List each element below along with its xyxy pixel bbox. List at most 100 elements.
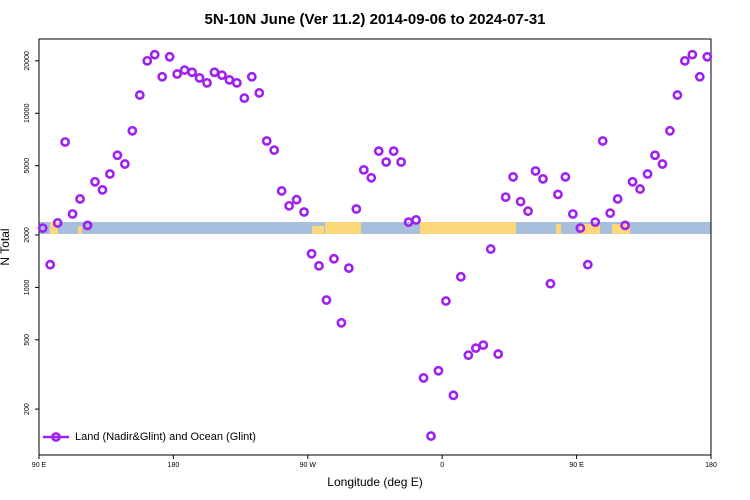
point (381, 157, 392, 167)
point (530, 166, 541, 176)
point (105, 169, 115, 179)
point (545, 278, 556, 289)
x-tick-label: 90 E (569, 462, 584, 469)
plot-frame (38, 38, 712, 456)
point (553, 189, 563, 200)
point (627, 176, 638, 187)
y-tick-label: 20000 (24, 51, 31, 71)
point (358, 164, 369, 175)
point (187, 67, 197, 78)
point (538, 173, 548, 184)
point (657, 159, 668, 169)
point (455, 271, 466, 282)
point (590, 217, 601, 228)
point (560, 172, 571, 182)
point (620, 220, 631, 231)
point (418, 373, 429, 383)
point (231, 77, 242, 88)
x-tick-label: 180 (705, 462, 717, 469)
y-tick-label: 10000 (24, 103, 31, 123)
point (679, 55, 690, 66)
point (179, 65, 190, 75)
point (567, 209, 578, 219)
point (306, 248, 317, 259)
point (209, 67, 220, 78)
point (60, 137, 71, 147)
point (515, 196, 526, 207)
point (702, 51, 713, 62)
point (142, 55, 153, 66)
point (90, 176, 100, 187)
point (426, 431, 436, 441)
legend-label: Land (Nadir&Glint) and Ocean (Glint) (75, 431, 256, 443)
point (523, 206, 533, 217)
point (411, 215, 421, 225)
point (575, 223, 586, 234)
point (463, 350, 474, 361)
y-tick-label: 500 (24, 334, 31, 346)
point (276, 186, 287, 196)
point (694, 71, 705, 82)
chart-title: 5N-10N June (Ver 11.2) 2014-09-06 to 202… (204, 11, 545, 28)
point (605, 208, 616, 219)
point (119, 159, 130, 169)
point (441, 296, 451, 306)
point (373, 146, 384, 157)
point (635, 184, 645, 194)
point (672, 90, 683, 100)
point (217, 70, 227, 81)
point (112, 150, 123, 161)
point (478, 340, 489, 351)
point (291, 194, 302, 205)
x-axis-label: Longitude (deg E) (327, 475, 422, 489)
point (149, 49, 160, 60)
point (284, 200, 295, 211)
point (582, 259, 593, 270)
point (388, 146, 399, 157)
x-tick-label: 90 E (32, 462, 47, 469)
land-ocean-strip (39, 222, 711, 234)
point (97, 184, 108, 195)
point (299, 207, 309, 217)
point (321, 295, 332, 305)
point (157, 71, 168, 82)
point (612, 194, 623, 204)
y-axis-label: N Total (0, 228, 12, 265)
y-tick-label: 2000 (24, 227, 31, 243)
point (75, 194, 85, 204)
point (351, 204, 362, 214)
point (336, 317, 347, 328)
x-tick-label: 0 (440, 462, 444, 469)
point (642, 169, 653, 179)
point (134, 90, 145, 100)
y-tick-label: 5000 (24, 158, 31, 174)
legend-marker (51, 432, 61, 442)
point (650, 150, 660, 161)
point (433, 365, 444, 376)
point (500, 192, 511, 203)
point (597, 136, 608, 146)
point (493, 349, 504, 359)
x-tick-label: 180 (168, 462, 180, 469)
point (329, 253, 339, 264)
point (485, 244, 496, 254)
y-tick-label: 1000 (24, 280, 31, 296)
point (448, 390, 459, 401)
point (343, 263, 354, 274)
point (314, 260, 324, 271)
point (261, 136, 272, 146)
point (665, 125, 675, 136)
point (254, 88, 265, 98)
x-tick-label: 90 W (300, 462, 317, 469)
point (52, 218, 63, 228)
point (366, 172, 377, 183)
point (127, 125, 138, 136)
point (37, 223, 48, 234)
point (239, 93, 250, 104)
point (82, 220, 93, 231)
point (224, 74, 235, 85)
point (45, 259, 56, 270)
point (470, 343, 481, 354)
point (246, 71, 257, 82)
point (67, 209, 78, 219)
